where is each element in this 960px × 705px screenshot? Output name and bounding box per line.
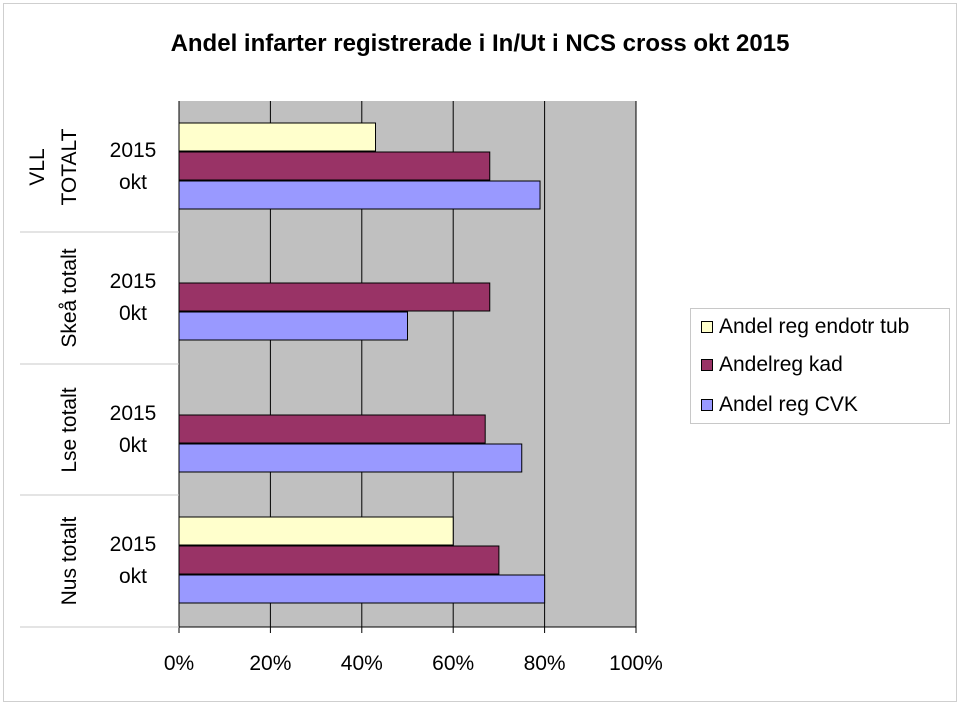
bar xyxy=(178,443,523,473)
legend-label: Andel reg CVK xyxy=(719,393,858,416)
category-sub-label: 0kt xyxy=(119,434,147,457)
category-group-label: Lse totalt xyxy=(58,387,81,472)
x-tick-label: 0% xyxy=(164,652,194,675)
legend-item: Andelreg kad xyxy=(701,350,843,380)
bar xyxy=(178,180,541,210)
legend-label: Andel reg endotr tub xyxy=(719,315,910,338)
category-sub-label: 0kt xyxy=(119,302,147,325)
legend-label: Andelreg kad xyxy=(719,353,843,376)
legend-swatch xyxy=(701,359,713,371)
bar xyxy=(178,282,491,312)
x-tick-label: 20% xyxy=(249,652,291,675)
legend-item: Andel reg endotr tub xyxy=(701,312,909,342)
legend: Andel reg endotr tub Andelreg kad Andel … xyxy=(690,308,950,424)
category-sub-label: 2015 xyxy=(110,402,157,425)
legend-swatch xyxy=(701,321,713,333)
x-tick-label: 100% xyxy=(609,652,663,675)
category-sub-label: 2015 xyxy=(110,533,157,556)
chart-title: Andel infarter registrerade i In/Ut i NC… xyxy=(171,30,790,57)
bar xyxy=(178,122,377,152)
bar xyxy=(178,151,491,181)
category-group-label: TOTALT xyxy=(58,128,81,205)
bar xyxy=(178,311,408,341)
bar xyxy=(178,414,486,444)
x-tick-label: 60% xyxy=(432,652,474,675)
category-group-label: Nus totalt xyxy=(58,516,81,605)
x-tick-label: 80% xyxy=(524,652,566,675)
category-sub-label: 2015 xyxy=(110,270,157,293)
category-sub-label: okt xyxy=(119,171,147,194)
category-sub-label: 2015 xyxy=(110,139,157,162)
x-tick-label: 40% xyxy=(341,652,383,675)
bar xyxy=(178,545,500,575)
category-group-label: VLL xyxy=(26,148,49,185)
bar xyxy=(178,574,546,604)
bar xyxy=(178,516,454,546)
category-group-label: Skeå totalt xyxy=(58,248,81,347)
category-sub-label: okt xyxy=(119,565,147,588)
legend-swatch xyxy=(701,399,713,411)
legend-item: Andel reg CVK xyxy=(701,390,858,420)
